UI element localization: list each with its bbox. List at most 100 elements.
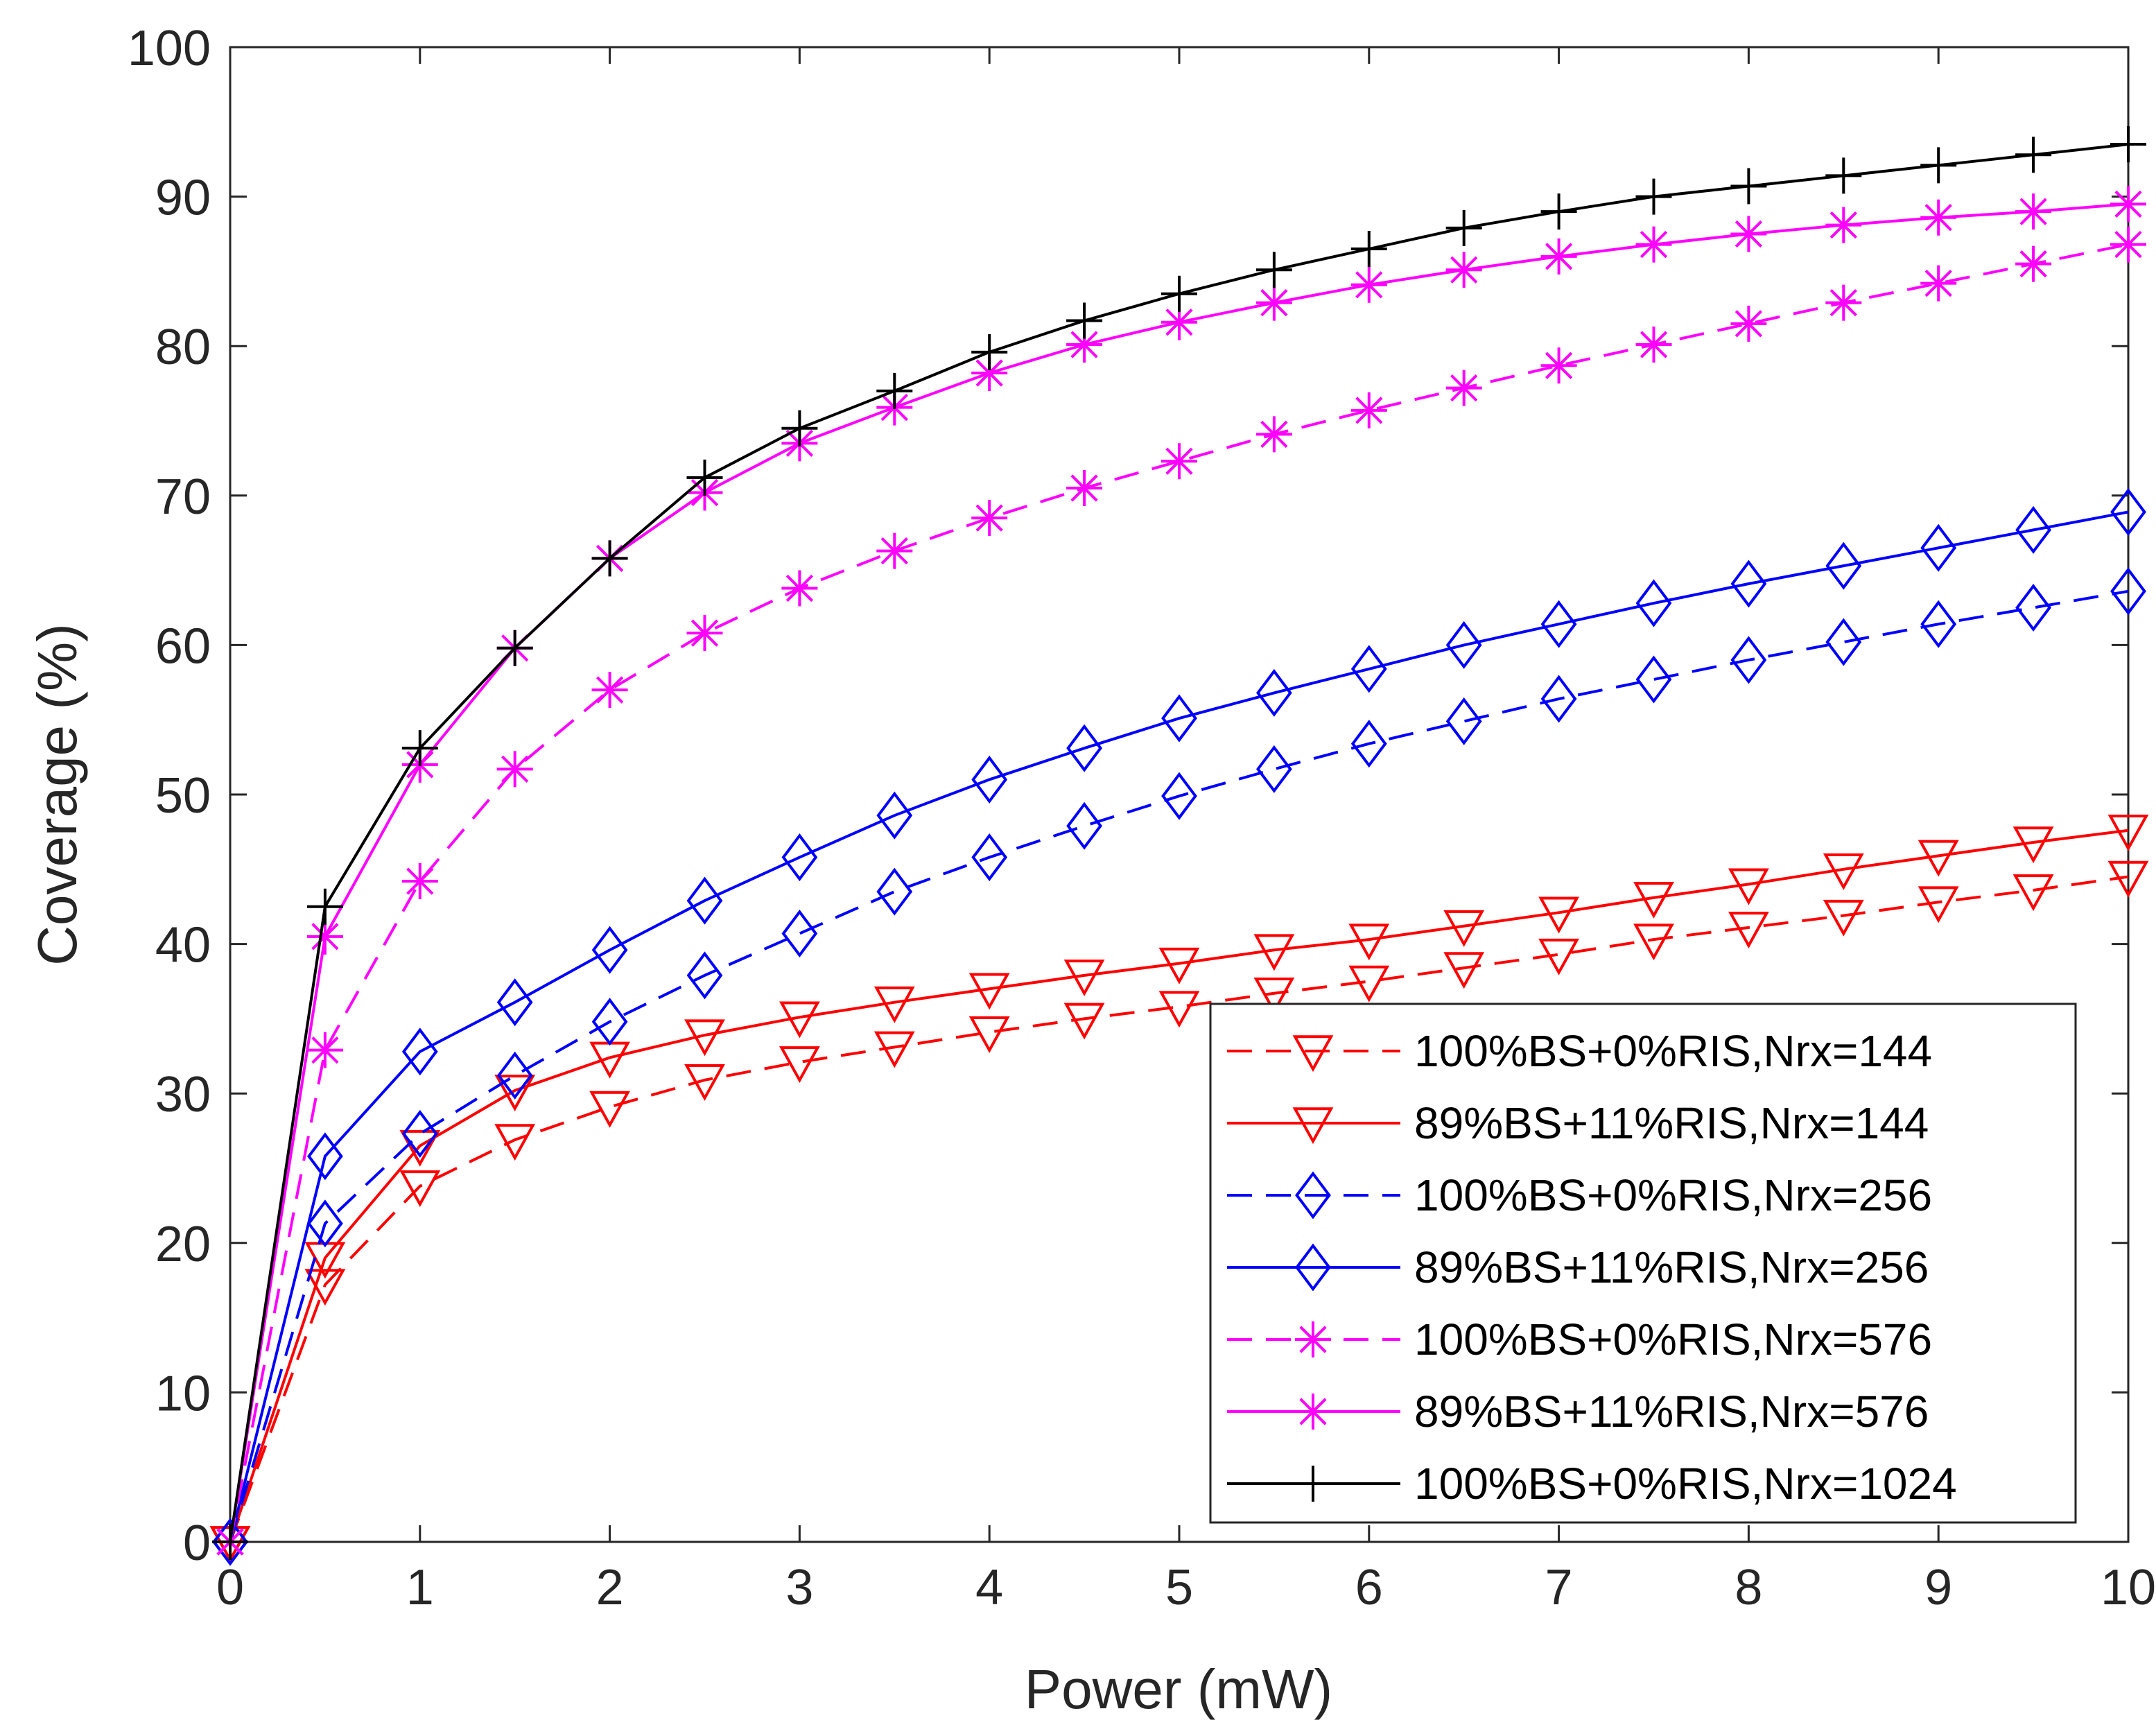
diamond-marker xyxy=(1635,655,1672,704)
plus-marker xyxy=(1730,168,1767,205)
diamond-marker xyxy=(1066,801,1102,850)
asterisk-marker xyxy=(1445,370,1482,406)
diamond-marker xyxy=(591,926,628,974)
triangle-down-marker xyxy=(1538,896,1579,934)
diamond-marker xyxy=(401,1109,438,1158)
series-line xyxy=(229,589,2129,1543)
x-tick-label: 4 xyxy=(975,1560,1003,1615)
diamond-marker xyxy=(1825,541,1862,590)
diamond-marker xyxy=(1295,1243,1331,1292)
triangle-down-marker xyxy=(589,1091,630,1128)
plus-marker xyxy=(1920,147,1957,184)
legend-entry: 89%BS+11%RIS,Nrx=256 xyxy=(1414,1242,1929,1292)
x-tick-label: 10 xyxy=(2101,1560,2156,1615)
diamond-marker xyxy=(1920,523,1957,572)
asterisk-marker xyxy=(1255,416,1292,453)
diamond-marker xyxy=(212,1518,248,1566)
diamond-marker xyxy=(686,951,723,1000)
asterisk-marker xyxy=(2015,245,2052,282)
y-tick-label: 20 xyxy=(155,1217,211,1272)
x-tick-label: 3 xyxy=(785,1560,813,1615)
asterisk-marker xyxy=(1350,392,1387,428)
plus-marker xyxy=(496,630,533,666)
triangle-down-marker xyxy=(399,1129,441,1167)
diamond-marker xyxy=(686,876,723,925)
plus-marker xyxy=(1255,252,1292,288)
triangle-down-marker xyxy=(684,1019,725,1057)
diamond-marker xyxy=(1066,724,1102,772)
x-tick-label: 7 xyxy=(1545,1560,1573,1615)
asterisk-marker xyxy=(1161,304,1197,340)
asterisk-marker xyxy=(1730,216,1767,252)
y-tick-label: 80 xyxy=(155,320,211,375)
triangle-down-marker xyxy=(1158,947,1200,984)
diamond-marker xyxy=(1540,675,1577,723)
asterisk-marker xyxy=(306,918,343,955)
triangle-down-marker xyxy=(2107,814,2149,851)
triangle-down-marker xyxy=(1633,923,1674,961)
x-tick-label: 1 xyxy=(406,1560,434,1615)
triangle-down-marker xyxy=(1158,991,1200,1028)
asterisk-marker xyxy=(496,751,533,788)
triangle-down-marker xyxy=(1538,938,1579,975)
triangle-down-marker xyxy=(1292,1035,1334,1073)
x-tick-label: 0 xyxy=(216,1560,244,1615)
legend-entry: 100%BS+0%RIS,Nrx=1024 xyxy=(1414,1459,1957,1509)
triangle-down-marker xyxy=(1253,934,1295,971)
triangle-down-marker xyxy=(2107,860,2149,898)
y-axis-label: Coverage (%) xyxy=(26,623,88,966)
x-tick-label: 8 xyxy=(1735,1560,1762,1615)
triangle-down-marker xyxy=(399,1170,441,1207)
asterisk-marker xyxy=(1255,284,1292,321)
diamond-marker xyxy=(971,755,1008,804)
plus-marker xyxy=(1540,193,1577,230)
triangle-down-marker xyxy=(873,986,915,1023)
diamond-marker xyxy=(971,833,1008,882)
asterisk-marker xyxy=(1825,207,1862,243)
asterisk-marker xyxy=(1066,327,1103,363)
asterisk-marker xyxy=(781,570,818,607)
series-lines xyxy=(209,126,2149,1566)
triangle-down-marker xyxy=(1728,912,1769,949)
diamond-marker xyxy=(2015,505,2051,554)
plus-marker xyxy=(306,888,343,925)
plus-marker xyxy=(591,540,628,577)
asterisk-marker xyxy=(1350,266,1387,303)
asterisk-marker xyxy=(2110,226,2146,263)
legend-entry: 100%BS+0%RIS,Nrx=576 xyxy=(1414,1314,1932,1364)
diamond-marker xyxy=(1350,720,1387,768)
asterisk-marker xyxy=(1161,443,1197,480)
y-tick-label: 90 xyxy=(155,171,211,226)
plus-marker xyxy=(686,459,723,496)
asterisk-marker xyxy=(1635,327,1672,363)
diamond-marker xyxy=(1540,600,1577,648)
asterisk-marker xyxy=(1445,252,1482,288)
plus-marker xyxy=(1295,1466,1331,1502)
triangle-down-marker xyxy=(1348,923,1390,961)
asterisk-marker xyxy=(2110,186,2146,223)
triangle-down-marker xyxy=(873,1031,915,1068)
diamond-marker xyxy=(591,998,628,1046)
asterisk-marker xyxy=(1540,238,1577,275)
plus-marker xyxy=(1635,178,1672,215)
triangle-down-marker xyxy=(1443,952,1485,989)
x-tick-label: 9 xyxy=(1924,1560,1952,1615)
diamond-marker xyxy=(401,1027,438,1076)
asterisk-marker xyxy=(1635,226,1672,263)
triangle-down-marker xyxy=(1348,965,1390,1003)
plus-marker xyxy=(1825,157,1862,194)
legend-entry: 89%BS+11%RIS,Nrx=576 xyxy=(1414,1387,1929,1437)
x-tick-label: 6 xyxy=(1355,1560,1383,1615)
diamond-marker xyxy=(2015,583,2051,632)
triangle-down-marker xyxy=(2012,826,2054,864)
diamond-marker xyxy=(781,833,818,882)
plus-marker xyxy=(401,730,438,767)
x-tick-label: 5 xyxy=(1165,1560,1193,1615)
y-tick-label: 100 xyxy=(128,21,211,76)
triangle-down-marker xyxy=(1253,977,1295,1014)
diamond-marker xyxy=(1825,618,1862,666)
diamond-marker xyxy=(496,1051,533,1100)
diamond-marker xyxy=(2110,567,2146,616)
